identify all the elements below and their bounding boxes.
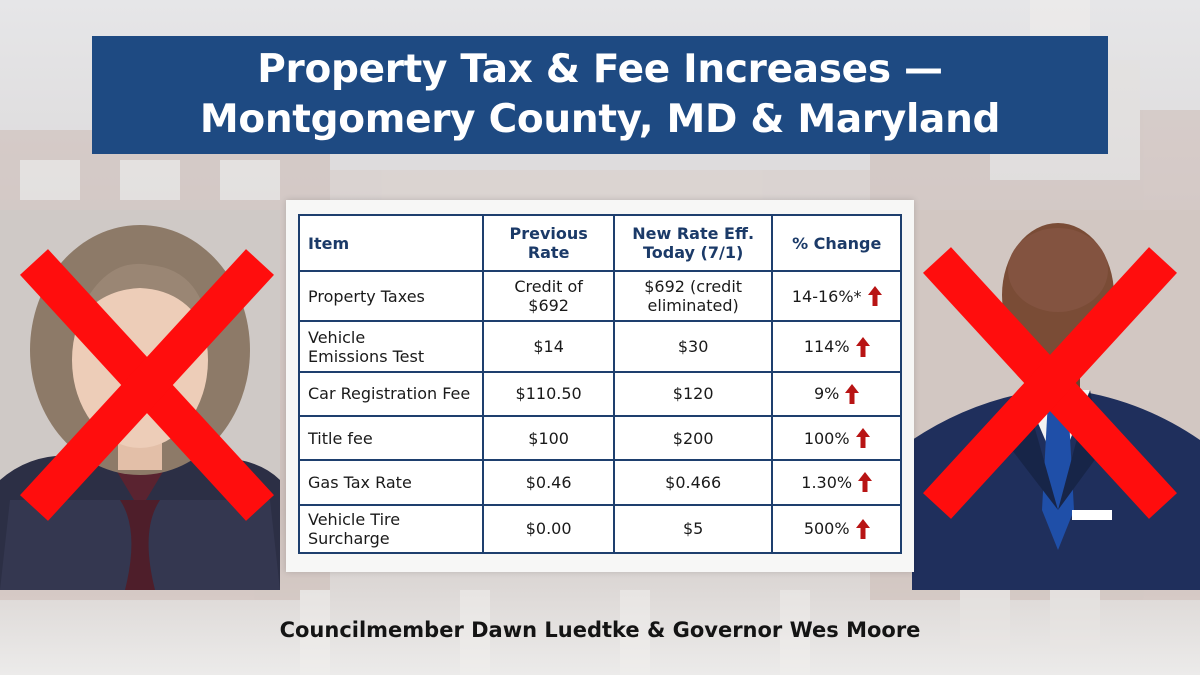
- header-item: Item: [297, 214, 485, 272]
- cell-change: 14-16%*: [771, 269, 902, 323]
- title-line-2: Montgomery County, MD & Maryland: [199, 97, 1001, 142]
- fee-table-card: Item Previous Rate New Rate Eff. Today (7/…: [286, 200, 914, 572]
- up-arrow-icon: [855, 428, 870, 449]
- up-arrow-icon: [858, 472, 873, 493]
- cell-change: 1.30%: [771, 459, 902, 506]
- x-mark-right-icon: [923, 247, 1177, 519]
- cell-change: 100%: [771, 414, 902, 462]
- cell-item: Vehicle Tire Surcharge: [297, 503, 485, 555]
- table-header-row: Item Previous Rate New Rate Eff. Today (7/…: [297, 214, 902, 272]
- table-row: Vehicle Emissions Test $14 $30 114%: [297, 320, 902, 373]
- change-value: 1.30%: [801, 472, 853, 492]
- cell-item: Car Registration Fee: [297, 370, 485, 418]
- caption: Councilmember Dawn Luedtke & Governor We…: [279, 618, 921, 642]
- title-banner: Property Tax & Fee Increases — Montgomer…: [92, 36, 1108, 154]
- cell-previous-rate: $100: [482, 414, 615, 462]
- fee-table: Item Previous Rate New Rate Eff. Today (7/…: [297, 214, 902, 555]
- change-value: 14-16%*: [791, 286, 862, 306]
- cell-new-rate: $692 (credit eliminated): [612, 269, 774, 323]
- change-value: 500%: [803, 519, 850, 539]
- up-arrow-icon: [855, 336, 870, 357]
- cell-previous-rate: Credit of $692: [482, 269, 615, 323]
- change-value: 114%: [803, 337, 850, 357]
- cell-item: Vehicle Emissions Test: [297, 320, 485, 373]
- change-value: 100%: [803, 428, 850, 448]
- cell-item: Gas Tax Rate: [297, 459, 485, 506]
- header-new-rate: New Rate Eff. Today (7/1): [612, 214, 774, 272]
- cell-previous-rate: $110.50: [482, 370, 615, 418]
- cell-previous-rate: $0.00: [482, 503, 615, 555]
- cell-previous-rate: $0.46: [482, 459, 615, 506]
- header-change: % Change: [771, 214, 902, 272]
- x-mark-left-icon: [20, 249, 274, 521]
- cell-change: 114%: [771, 320, 902, 373]
- up-arrow-icon: [855, 518, 870, 539]
- change-value: 9%: [814, 384, 840, 404]
- cell-new-rate: $200: [612, 414, 774, 462]
- table-row: Vehicle Tire Surcharge $0.00 $5 500%: [297, 503, 902, 555]
- up-arrow-icon: [845, 383, 860, 404]
- cell-change: 9%: [771, 370, 902, 418]
- cell-new-rate: $0.466: [612, 459, 774, 506]
- cell-previous-rate: $14: [482, 320, 615, 373]
- table-row: Property Taxes Credit of $692 $692 (credit e…: [297, 269, 902, 323]
- cell-new-rate: $30: [612, 320, 774, 373]
- cell-new-rate: $120: [612, 370, 774, 418]
- table-row: Title fee $100 $200 100%: [297, 414, 902, 462]
- cell-change: 500%: [771, 503, 902, 555]
- up-arrow-icon: [867, 286, 882, 307]
- cell-new-rate: $5: [612, 503, 774, 555]
- table-row: Car Registration Fee $110.50 $120 9%: [297, 370, 902, 418]
- cell-item: Title fee: [297, 414, 485, 462]
- table-row: Gas Tax Rate $0.46 $0.466 1.30%: [297, 459, 902, 506]
- header-previous-rate: Previous Rate: [482, 214, 615, 272]
- title-line-1: Property Tax & Fee Increases —: [257, 47, 943, 92]
- cell-item: Property Taxes: [297, 269, 485, 323]
